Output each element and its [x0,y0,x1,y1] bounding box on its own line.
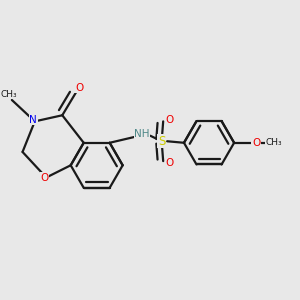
Text: O: O [75,83,83,93]
Text: S: S [158,135,165,148]
Text: O: O [40,172,49,182]
Text: O: O [165,115,173,125]
Text: NH: NH [134,129,149,139]
Text: CH₃: CH₃ [1,90,17,99]
Text: O: O [166,158,174,168]
Text: O: O [252,138,260,148]
Text: CH₃: CH₃ [266,138,282,147]
Text: N: N [29,115,37,125]
